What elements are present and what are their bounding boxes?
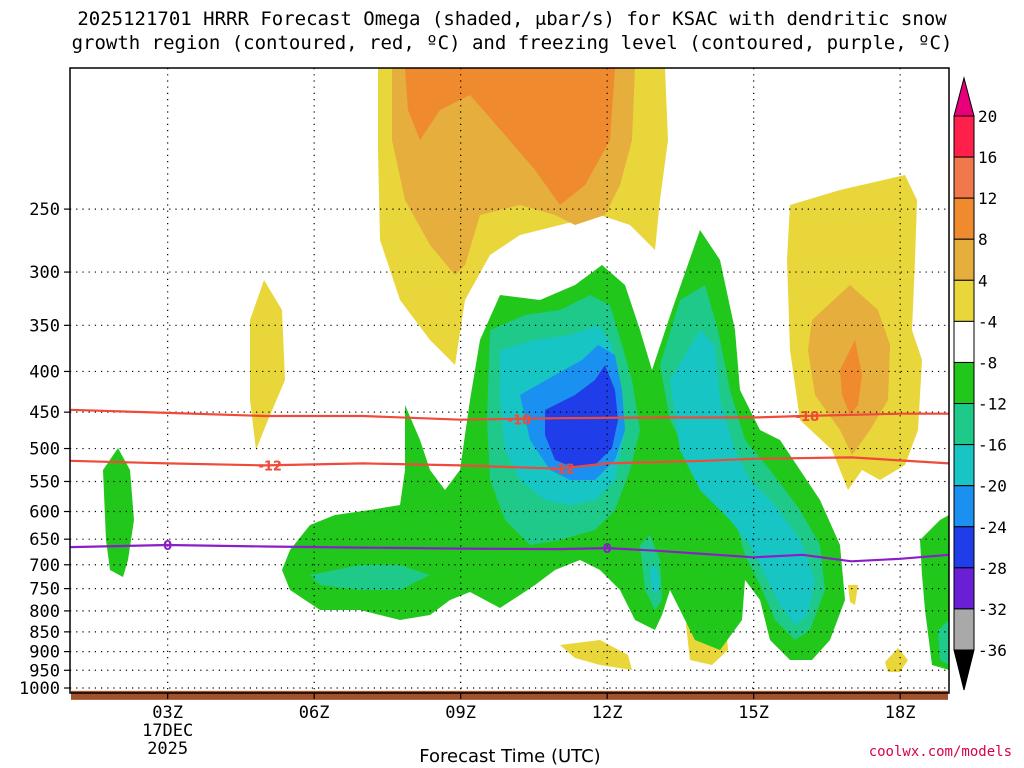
colorbar-swatch <box>953 567 975 610</box>
x-tick-label: 03Z <box>152 703 183 723</box>
chart-title-line-1: 2025121701 HRRR Forecast Omega (shaded, … <box>77 8 947 30</box>
colorbar-top-arrow <box>953 76 975 117</box>
colorbar-label: -20 <box>978 477 1007 496</box>
colorbar-swatch <box>953 197 975 240</box>
y-tick-label: 800 <box>29 602 60 622</box>
colorbar-label: -16 <box>978 436 1007 455</box>
colorbar-swatch <box>953 115 975 158</box>
y-tick-label: 900 <box>29 643 60 663</box>
colorbar-swatch-lowest <box>953 608 975 651</box>
credit-link[interactable]: coolwx.com/models <box>868 744 1012 760</box>
colorbar-label: 20 <box>978 107 997 126</box>
colorbar-label: -36 <box>978 641 1007 660</box>
omega-band-green-left <box>103 448 134 577</box>
colorbar-swatch <box>953 238 975 281</box>
colorbar-swatch <box>953 279 975 322</box>
colorbar-label: 4 <box>978 271 988 290</box>
colorbar-label: -4 <box>978 312 997 331</box>
colorbar-swatch <box>953 485 975 528</box>
omega-band-seagreen-rightedge <box>938 620 949 665</box>
omega-band-seagreen-lowleft <box>310 565 430 590</box>
y-tick-label: 950 <box>29 661 60 681</box>
terrain-surface <box>71 690 948 700</box>
colorbar-swatch <box>953 526 975 569</box>
colorbar-swatch <box>953 361 975 405</box>
y-tick-label: 450 <box>29 403 60 423</box>
omega-band-yellow-cell-05z <box>250 280 285 450</box>
colorbar-label: 8 <box>978 230 988 249</box>
colorbar-label: -28 <box>978 559 1007 578</box>
contour-label: -18 <box>796 410 820 425</box>
contour-line <box>69 408 949 421</box>
colorbar-swatch <box>953 320 975 363</box>
omega-band-cyan-right <box>670 330 815 625</box>
contour-line <box>69 456 950 470</box>
contour-label: 0 <box>603 542 612 557</box>
x-tick-label: 06Z <box>299 703 330 723</box>
omega-band-darkblue-core <box>545 365 618 468</box>
y-tick-label: 1000 <box>19 679 60 699</box>
y-tick-label: 500 <box>29 440 60 460</box>
x-tick-label: 09Z <box>445 703 476 723</box>
omega-band-yellow-cell-12z <box>560 640 632 670</box>
x-tick-label: 15Z <box>738 703 769 723</box>
omega-band-orange-upper <box>405 68 615 205</box>
omega-band-orange-right <box>840 340 862 415</box>
y-tick-label: 550 <box>29 472 60 492</box>
chart-title-line-2: growth region (contoured, red, ºC) and f… <box>71 32 953 54</box>
contour-label: -12 <box>551 463 575 478</box>
colorbar-swatch <box>953 156 975 199</box>
y-tick-label: 350 <box>29 316 60 336</box>
colorbar-label: -24 <box>978 518 1007 537</box>
y-tick-label: 850 <box>29 623 60 643</box>
grid <box>70 68 949 693</box>
contour-label: -18 <box>508 414 532 429</box>
colorbar-swatch <box>953 444 975 487</box>
colorbar-label: -12 <box>978 395 1007 414</box>
colorbar-label: -32 <box>978 600 1007 619</box>
y-tick-label: 750 <box>29 580 60 600</box>
contour-label: 0 <box>163 539 172 554</box>
contour-line <box>69 543 950 563</box>
x-tick-label: 12Z <box>592 703 623 723</box>
y-tick-label: 400 <box>29 362 60 382</box>
omega-peak-upper <box>505 68 520 75</box>
colorbar-bottom-arrow <box>953 649 975 691</box>
y-tick-label: 650 <box>29 530 60 550</box>
y-tick-label: 600 <box>29 503 60 523</box>
omega-shading <box>103 68 949 672</box>
colorbar-label: 16 <box>978 148 997 167</box>
x-tick-year: 2025 <box>147 739 188 759</box>
contour-label: -12 <box>258 459 282 474</box>
omega-band-yellow-cell-17z <box>848 585 858 605</box>
x-tick-label: 18Z <box>885 703 916 723</box>
colorbar-label: 12 <box>978 189 997 208</box>
plot-frame <box>69 67 950 694</box>
colorbar-swatch <box>953 403 975 446</box>
y-tick-label: 250 <box>29 200 60 220</box>
colorbar-label: -8 <box>978 353 997 372</box>
y-tick-label: 700 <box>29 556 60 576</box>
x-tick-date: 17DEC <box>142 721 193 741</box>
y-tick-label: 300 <box>29 263 60 283</box>
omega-band-cyan-low-13z <box>650 565 660 595</box>
x-axis-label: Forecast Time (UTC) <box>419 746 601 767</box>
omega-band-yellow-cell-18z <box>885 648 908 672</box>
